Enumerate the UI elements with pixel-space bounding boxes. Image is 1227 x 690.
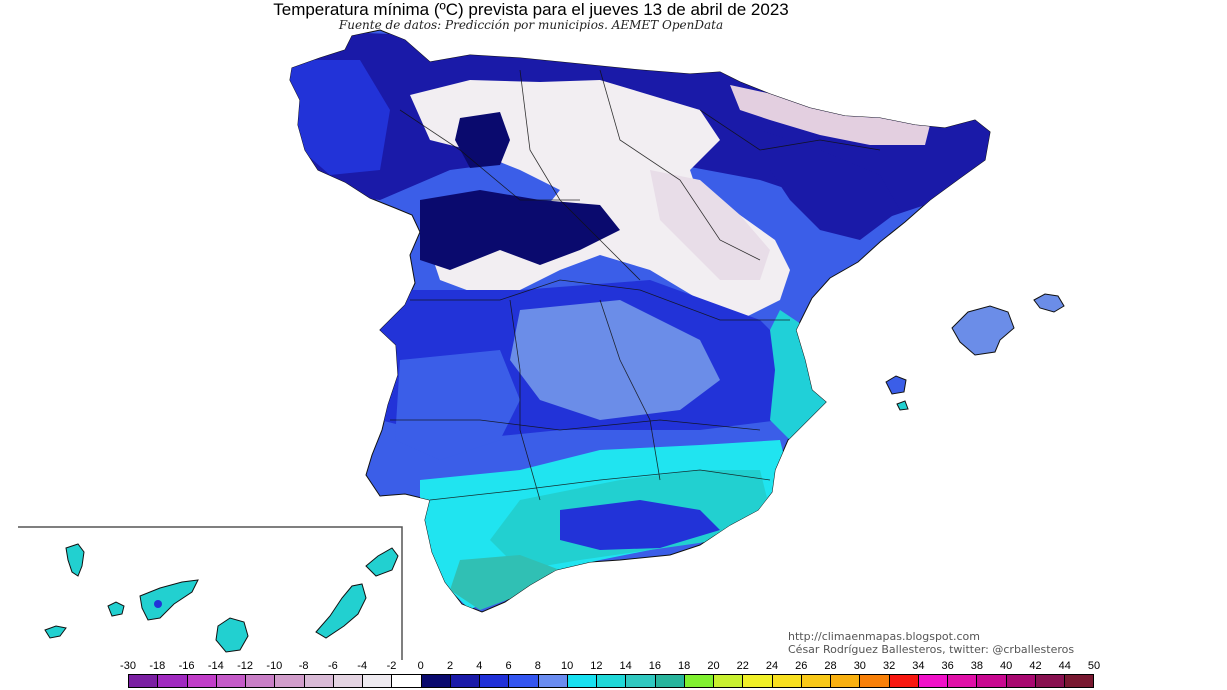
legend-tick-label: -6 xyxy=(328,660,338,672)
legend-tick-label: 8 xyxy=(534,660,541,672)
legend-swatch xyxy=(187,675,217,687)
legend-swatch xyxy=(626,675,656,687)
legend-tick-label: -18 xyxy=(149,660,166,672)
island-ibiza xyxy=(885,375,907,395)
legend-swatch xyxy=(1065,675,1094,687)
legend-tick-label: 20 xyxy=(707,660,720,672)
legend-tick-label: -30 xyxy=(120,660,136,672)
legend-tick-label: 44 xyxy=(1058,660,1071,672)
legend-swatch xyxy=(333,675,363,687)
legend-swatch xyxy=(977,675,1007,687)
legend-tick-label: 30 xyxy=(853,660,866,672)
legend-tick-label: 28 xyxy=(824,660,837,672)
zone-sierra-nevada xyxy=(560,500,720,550)
island-la-gomera xyxy=(107,601,125,617)
legend-tick-label: -12 xyxy=(237,660,254,672)
legend-swatch xyxy=(801,675,831,687)
legend-swatch xyxy=(480,675,510,687)
legend-tick-label: -14 xyxy=(207,660,224,672)
legend-tick-label: -16 xyxy=(178,660,195,672)
legend-tick-label: 6 xyxy=(505,660,512,672)
legend-tick-label: 40 xyxy=(1000,660,1013,672)
zone-valencia-coast xyxy=(770,310,830,440)
legend-tick-label: 2 xyxy=(446,660,454,672)
legend-swatch xyxy=(158,675,188,687)
zone-extremadura xyxy=(395,350,520,460)
legend-swatch xyxy=(392,675,422,687)
zone-galicia-coast xyxy=(290,60,390,175)
legend-tick-label: 10 xyxy=(560,660,574,672)
legend-tick-label: 36 xyxy=(941,660,954,672)
page-title: Temperatura mínima (ºC) prevista para el… xyxy=(273,0,789,19)
legend-tick-label: 22 xyxy=(736,660,749,672)
legend-swatch xyxy=(772,675,802,687)
zone-ebro-dark xyxy=(760,130,900,240)
legend-swatch xyxy=(860,675,890,687)
legend-labels: -30 -18 -16 -14 -12 -10 -8 -6 -4 -2 0 2 4 6 8 10 12 14 16 1… xyxy=(0,660,1227,674)
island-lanzarote xyxy=(365,547,399,577)
legend-tick-label: -2 xyxy=(386,660,397,672)
legend-swatch xyxy=(509,675,539,687)
legend-swatch xyxy=(275,675,305,687)
island-fuerteventura xyxy=(315,583,367,639)
legend-tick-label: 4 xyxy=(476,660,483,672)
legend-swatch xyxy=(831,675,861,687)
legend-swatch xyxy=(450,675,480,687)
legend-swatch xyxy=(246,675,276,687)
legend-tick-label: 0 xyxy=(417,660,424,672)
legend-swatch xyxy=(304,675,334,687)
legend-swatch xyxy=(743,675,773,687)
legend-tick-label: 24 xyxy=(765,660,779,672)
legend-tick-label: 16 xyxy=(648,660,662,672)
legend-tick-label: -8 xyxy=(298,660,309,672)
legend-tick-label: 34 xyxy=(912,660,925,672)
legend-tick-label: 26 xyxy=(795,660,808,672)
zone-malaga-coast xyxy=(450,555,560,610)
legend-tick-label: 12 xyxy=(590,660,603,672)
credit-author: César Rodríguez Ballesteros, twitter: @c… xyxy=(788,643,1075,656)
island-el-hierro xyxy=(44,625,67,639)
legend-tick-label: -4 xyxy=(357,660,368,672)
legend-swatch xyxy=(129,675,159,687)
legend-tick-label: -10 xyxy=(266,660,283,672)
credit-url: http://climaenmapas.blogspot.com xyxy=(788,630,980,643)
island-la-palma xyxy=(65,543,85,577)
legend-tick-label: 14 xyxy=(619,660,632,672)
island-tenerife xyxy=(139,579,199,621)
canary-inset-frame xyxy=(18,526,403,660)
legend-swatch xyxy=(216,675,246,687)
legend-tick-label: 18 xyxy=(678,660,691,672)
canary-islands xyxy=(44,543,399,653)
legend-swatch xyxy=(655,675,685,687)
legend-swatch xyxy=(597,675,627,687)
island-menorca xyxy=(1033,293,1065,313)
page-subtitle: Fuente de datos: Predicción por municipi… xyxy=(338,18,724,32)
island-mallorca xyxy=(951,305,1015,356)
legend-swatch xyxy=(363,675,393,687)
legend-swatch xyxy=(684,675,714,687)
zone-pyrenees-cold xyxy=(730,85,930,145)
balearic-islands xyxy=(885,293,1065,411)
zone-lamancha-light xyxy=(510,300,720,420)
legend-swatch xyxy=(714,675,744,687)
zone-leon-dark xyxy=(455,112,510,168)
legend-swatch xyxy=(948,675,978,687)
legend-swatch xyxy=(918,675,948,687)
legend-tick-label: 42 xyxy=(1029,660,1042,672)
legend-swatch xyxy=(1006,675,1036,687)
legend-tick-label: 50 xyxy=(1087,660,1101,672)
legend-swatch xyxy=(889,675,919,687)
legend-swatch xyxy=(567,675,597,687)
legend-swatch xyxy=(538,675,568,687)
legend-swatch xyxy=(1035,675,1065,687)
island-gran-canaria xyxy=(215,617,249,653)
legend-tick-label: 38 xyxy=(970,660,984,672)
peninsula xyxy=(289,29,991,613)
island-formentera xyxy=(896,400,909,411)
legend-swatch xyxy=(421,675,451,687)
legend-tick-label: 32 xyxy=(882,660,896,672)
legend-color-bar xyxy=(128,674,1094,688)
